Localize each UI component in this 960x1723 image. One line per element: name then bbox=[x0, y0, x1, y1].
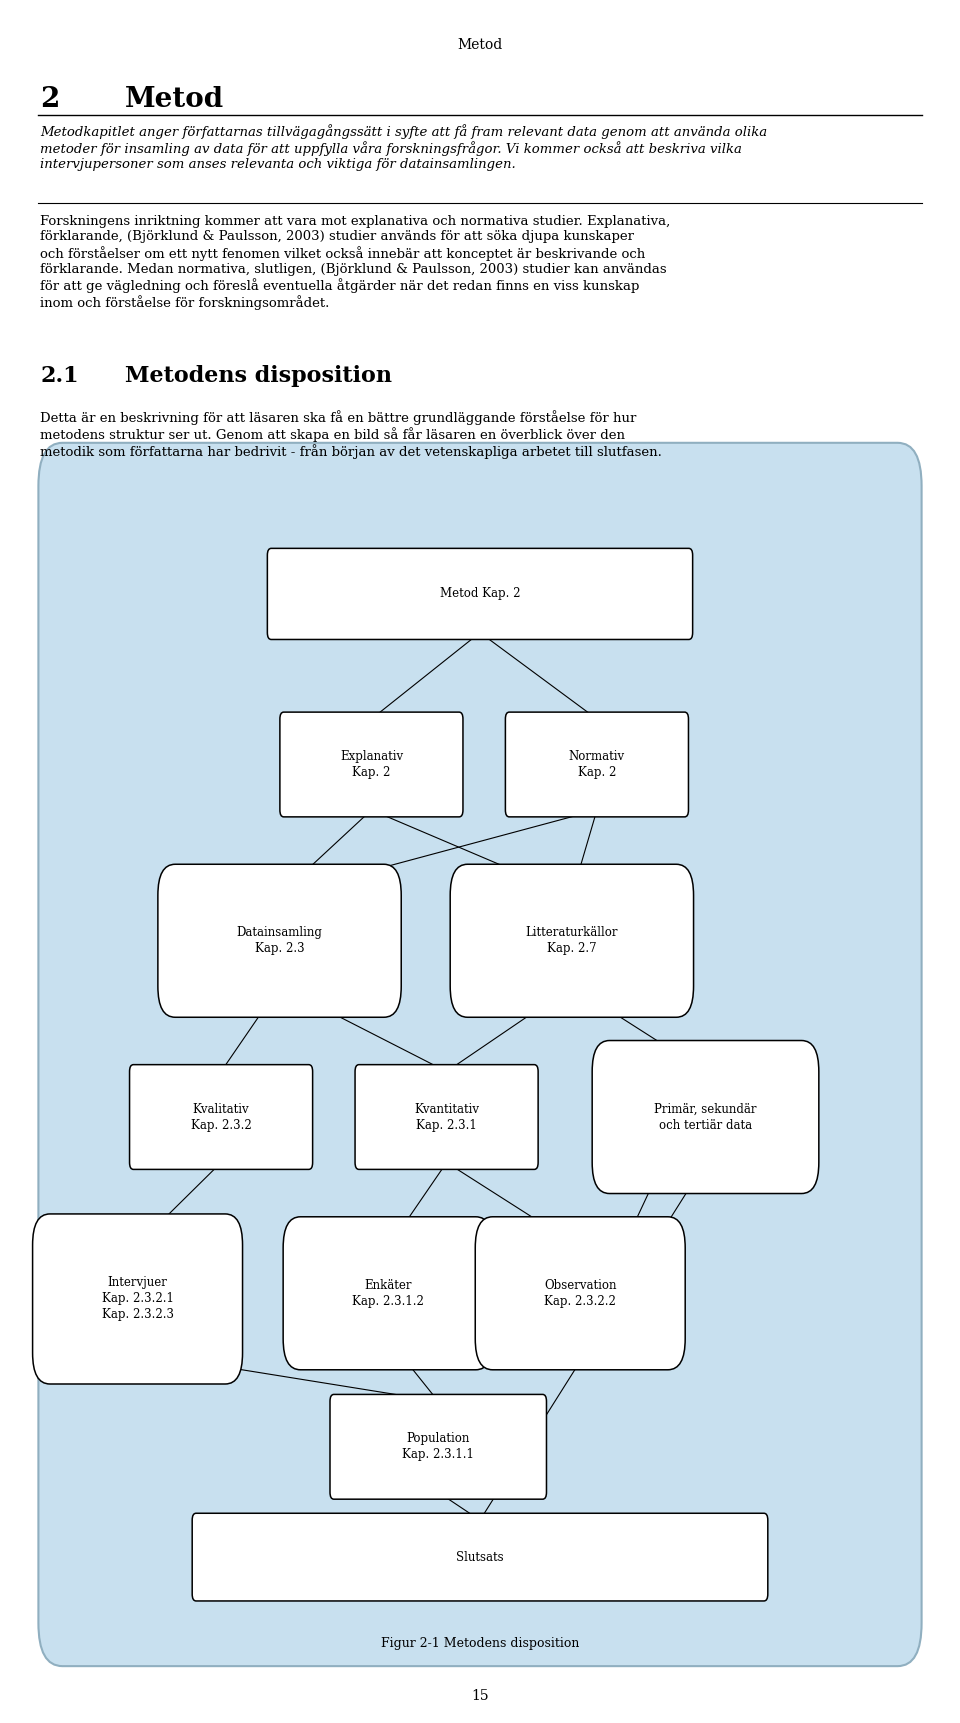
FancyBboxPatch shape bbox=[475, 1216, 685, 1370]
Text: 15: 15 bbox=[471, 1689, 489, 1702]
Text: Intervjuer
Kap. 2.3.2.1
Kap. 2.3.2.3: Intervjuer Kap. 2.3.2.1 Kap. 2.3.2.3 bbox=[102, 1277, 174, 1322]
Text: Detta är en beskrivning för att läsaren ska få en bättre grundläggande förståels: Detta är en beskrivning för att läsaren … bbox=[40, 410, 662, 460]
FancyBboxPatch shape bbox=[33, 1215, 243, 1384]
Text: Metod Kap. 2: Metod Kap. 2 bbox=[440, 588, 520, 600]
Text: Kvalitativ
Kap. 2.3.2: Kvalitativ Kap. 2.3.2 bbox=[191, 1103, 252, 1132]
Text: Normativ
Kap. 2: Normativ Kap. 2 bbox=[569, 750, 625, 779]
Text: Explanativ
Kap. 2: Explanativ Kap. 2 bbox=[340, 750, 403, 779]
FancyBboxPatch shape bbox=[592, 1041, 819, 1194]
Text: Kvantitativ
Kap. 2.3.1: Kvantitativ Kap. 2.3.1 bbox=[414, 1103, 479, 1132]
Text: Primär, sekundär
och tertiär data: Primär, sekundär och tertiär data bbox=[655, 1103, 756, 1132]
FancyBboxPatch shape bbox=[192, 1513, 768, 1601]
FancyBboxPatch shape bbox=[267, 548, 693, 639]
Text: Metod: Metod bbox=[125, 86, 224, 114]
Text: Metodens disposition: Metodens disposition bbox=[125, 365, 392, 388]
FancyBboxPatch shape bbox=[505, 712, 688, 817]
FancyBboxPatch shape bbox=[283, 1216, 493, 1370]
Text: Datainsamling
Kap. 2.3: Datainsamling Kap. 2.3 bbox=[236, 927, 323, 955]
FancyBboxPatch shape bbox=[130, 1065, 313, 1170]
FancyBboxPatch shape bbox=[355, 1065, 539, 1170]
Text: Figur 2-1 Metodens disposition: Figur 2-1 Metodens disposition bbox=[381, 1637, 579, 1651]
Text: Enkäter
Kap. 2.3.1.2: Enkäter Kap. 2.3.1.2 bbox=[352, 1278, 424, 1308]
Text: Metodkapitlet anger författarnas tillvägagångssätt i syfte att få fram relevant : Metodkapitlet anger författarnas tillväg… bbox=[40, 124, 767, 171]
Text: Population
Kap. 2.3.1.1: Population Kap. 2.3.1.1 bbox=[402, 1432, 474, 1461]
Text: 2: 2 bbox=[40, 86, 60, 114]
Text: Forskningens inriktning kommer att vara mot explanativa och normativa studier. E: Forskningens inriktning kommer att vara … bbox=[40, 215, 671, 310]
FancyBboxPatch shape bbox=[280, 712, 463, 817]
Text: Litteraturkällor
Kap. 2.7: Litteraturkällor Kap. 2.7 bbox=[526, 927, 618, 955]
Text: 2.1: 2.1 bbox=[40, 365, 79, 388]
FancyBboxPatch shape bbox=[330, 1394, 546, 1499]
Text: Observation
Kap. 2.3.2.2: Observation Kap. 2.3.2.2 bbox=[544, 1278, 616, 1308]
FancyBboxPatch shape bbox=[157, 865, 401, 1017]
FancyBboxPatch shape bbox=[38, 443, 922, 1666]
Text: Metod: Metod bbox=[457, 38, 503, 52]
FancyBboxPatch shape bbox=[450, 865, 693, 1017]
Text: Slutsats: Slutsats bbox=[456, 1551, 504, 1563]
